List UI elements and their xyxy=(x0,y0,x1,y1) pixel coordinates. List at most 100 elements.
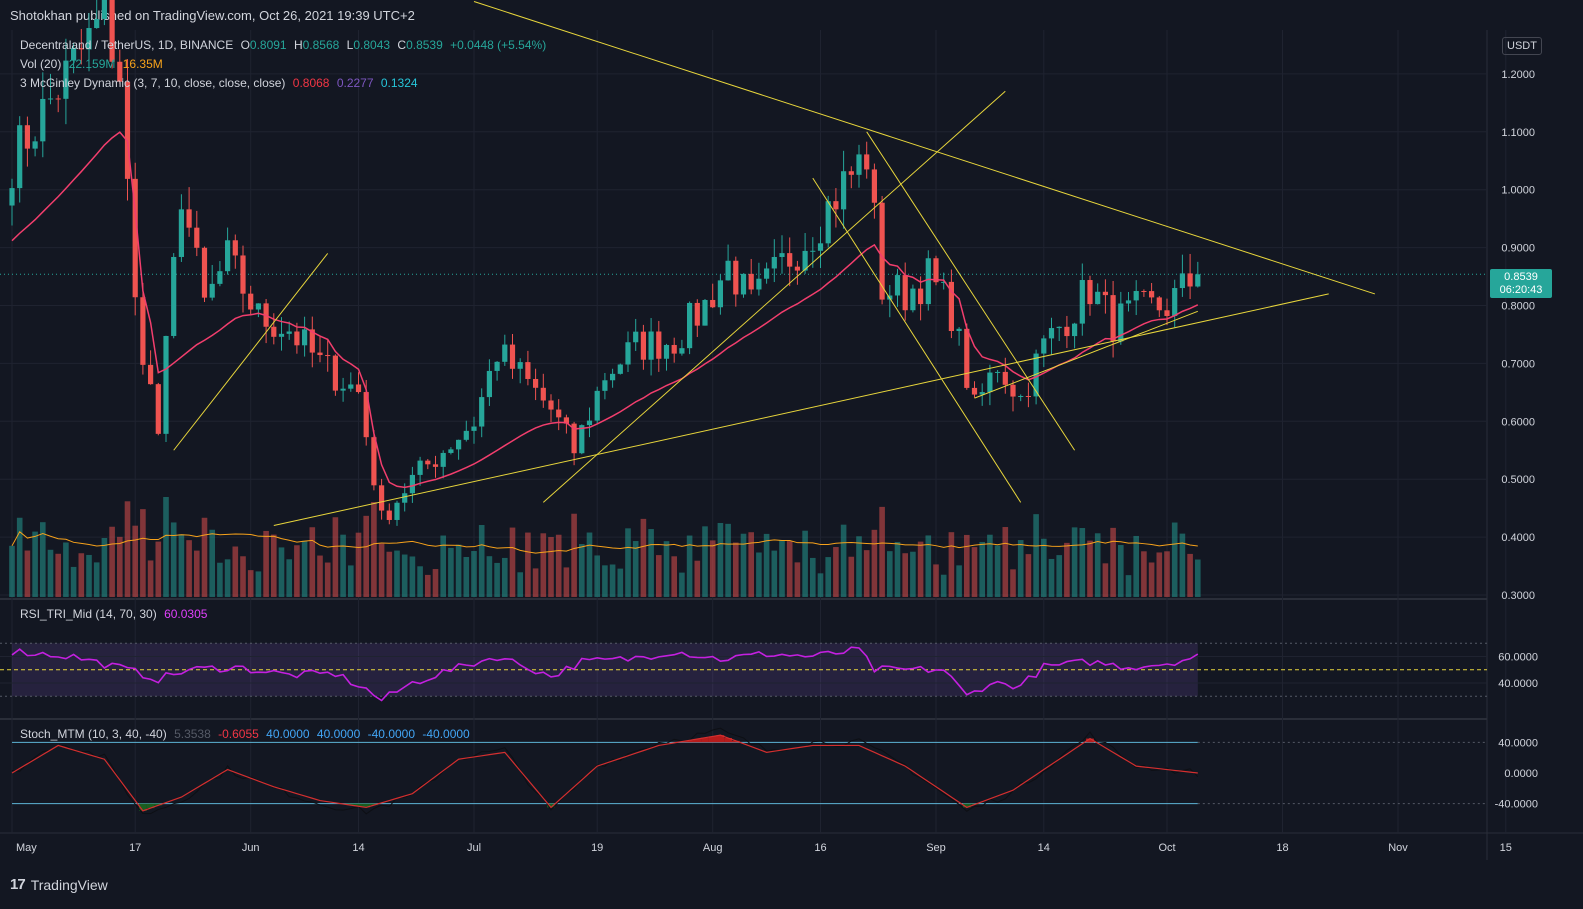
volume-bar xyxy=(209,529,215,597)
stoch-label[interactable]: Stoch_MTM (10, 3, 40, -40) xyxy=(20,727,167,741)
brand-name: TradingView xyxy=(30,876,108,893)
stoch-value-2: 40.0000 xyxy=(266,727,310,741)
candle-body xyxy=(1095,291,1101,305)
candle-body xyxy=(432,464,439,467)
volume-bar xyxy=(1087,540,1093,597)
volume-bar xyxy=(863,550,870,597)
candle-body xyxy=(117,61,123,82)
candle-body xyxy=(463,430,469,440)
candle-body xyxy=(355,384,362,393)
candle-body xyxy=(1018,395,1024,397)
currency-label[interactable]: USDT xyxy=(1502,37,1542,55)
volume-bar xyxy=(40,522,46,597)
volume-bar xyxy=(740,533,747,597)
candle-body xyxy=(86,28,92,50)
volume-bar xyxy=(340,534,346,597)
volume-bar xyxy=(1017,540,1024,597)
candle-body xyxy=(32,141,38,149)
price-tick-label: 0.5000 xyxy=(1501,474,1535,486)
mcginley-value-3: 0.1324 xyxy=(380,76,418,90)
volume-bar xyxy=(409,556,416,597)
volume-bar xyxy=(1102,563,1109,597)
tradingview-logo-icon: 17 xyxy=(10,876,26,893)
candle-body xyxy=(386,510,392,520)
volume-bar xyxy=(786,541,793,597)
volume-legend: Vol (20) 22.159M 16.35M xyxy=(20,57,167,71)
volume-bar xyxy=(378,543,385,597)
volume-bar xyxy=(1164,551,1170,597)
rsi-label[interactable]: RSI_TRI_Mid (14, 70, 30) xyxy=(20,607,157,621)
volume-bar xyxy=(132,525,138,597)
candle-body xyxy=(864,154,870,170)
volume-bar xyxy=(971,547,978,597)
price-tick-label: 1.0000 xyxy=(1501,185,1535,197)
stoch-oversold-fill xyxy=(962,803,971,808)
volume-bar xyxy=(779,540,785,597)
stoch-oversold-fill xyxy=(346,803,355,806)
volume-bar xyxy=(363,515,369,597)
volume-bar xyxy=(194,550,200,597)
candle-body xyxy=(1033,353,1039,397)
candle-body xyxy=(748,273,754,290)
stoch-oversold-fill xyxy=(547,803,555,808)
candle-body xyxy=(586,420,593,426)
candle-body xyxy=(1187,273,1193,287)
volume-bar xyxy=(609,564,616,597)
candle-body xyxy=(971,387,978,395)
volume-bar xyxy=(186,540,192,597)
volume-bar xyxy=(902,553,908,597)
candle-body xyxy=(640,331,646,360)
symbol-label[interactable]: Decentraland / TetherUS, 1D, BINANCE xyxy=(20,38,234,52)
candle-body xyxy=(278,333,285,337)
price-tick-label: 0.4000 xyxy=(1501,532,1535,544)
candle-body xyxy=(47,98,54,100)
candle-body xyxy=(764,268,770,279)
volume-bar xyxy=(355,532,362,597)
candle-body xyxy=(1064,326,1070,337)
candle-body xyxy=(286,331,292,334)
candle-body xyxy=(371,437,377,486)
high-value: 0.8568 xyxy=(302,38,340,52)
volume-bar xyxy=(879,506,885,597)
mcginley-label[interactable]: 3 McGinley Dynamic (3, 7, 10, close, clo… xyxy=(20,76,286,90)
stoch-overbought-fill xyxy=(685,740,694,743)
candle-body xyxy=(948,281,954,332)
volume-bar xyxy=(833,547,839,597)
candle-body xyxy=(995,371,1001,373)
open-label: O xyxy=(240,38,250,52)
volume-bar xyxy=(109,526,115,597)
volume-bar xyxy=(979,541,985,597)
candle-body xyxy=(694,302,700,326)
candle-body xyxy=(848,171,854,175)
candle-body xyxy=(440,452,446,467)
candle-body xyxy=(817,243,824,251)
volume-label[interactable]: Vol (20) xyxy=(20,57,62,71)
candle-body xyxy=(825,201,831,244)
candle-body xyxy=(579,425,585,454)
volume-bar xyxy=(686,535,693,597)
candle-body xyxy=(402,493,408,503)
volume-bar xyxy=(733,542,739,597)
candle-body xyxy=(171,256,177,336)
candle-body xyxy=(71,48,77,61)
volume-bar xyxy=(63,542,69,597)
candle-body xyxy=(663,344,670,359)
candle-body xyxy=(40,98,46,142)
candle-body xyxy=(1141,291,1147,293)
candle-body xyxy=(902,275,908,311)
chart-area[interactable]: May17Jun14Jul19Aug16Sep14Oct18Nov15Dec1.… xyxy=(0,0,1583,862)
volume-bar xyxy=(917,541,924,597)
stoch-oversold-fill xyxy=(146,803,155,809)
candle-body xyxy=(109,0,115,62)
candle-body xyxy=(155,384,161,434)
volume-bar xyxy=(940,574,947,597)
volume-bar xyxy=(671,556,677,597)
volume-bar xyxy=(748,532,754,597)
stoch-tick-label: 0.0000 xyxy=(1504,768,1538,780)
candle-body xyxy=(217,271,223,284)
candle-body xyxy=(186,209,192,228)
candle-body xyxy=(209,283,215,298)
tradingview-brand[interactable]: 17 TradingView xyxy=(10,876,108,893)
time-tick-label: Jul xyxy=(467,842,481,854)
candle-body xyxy=(756,278,762,290)
